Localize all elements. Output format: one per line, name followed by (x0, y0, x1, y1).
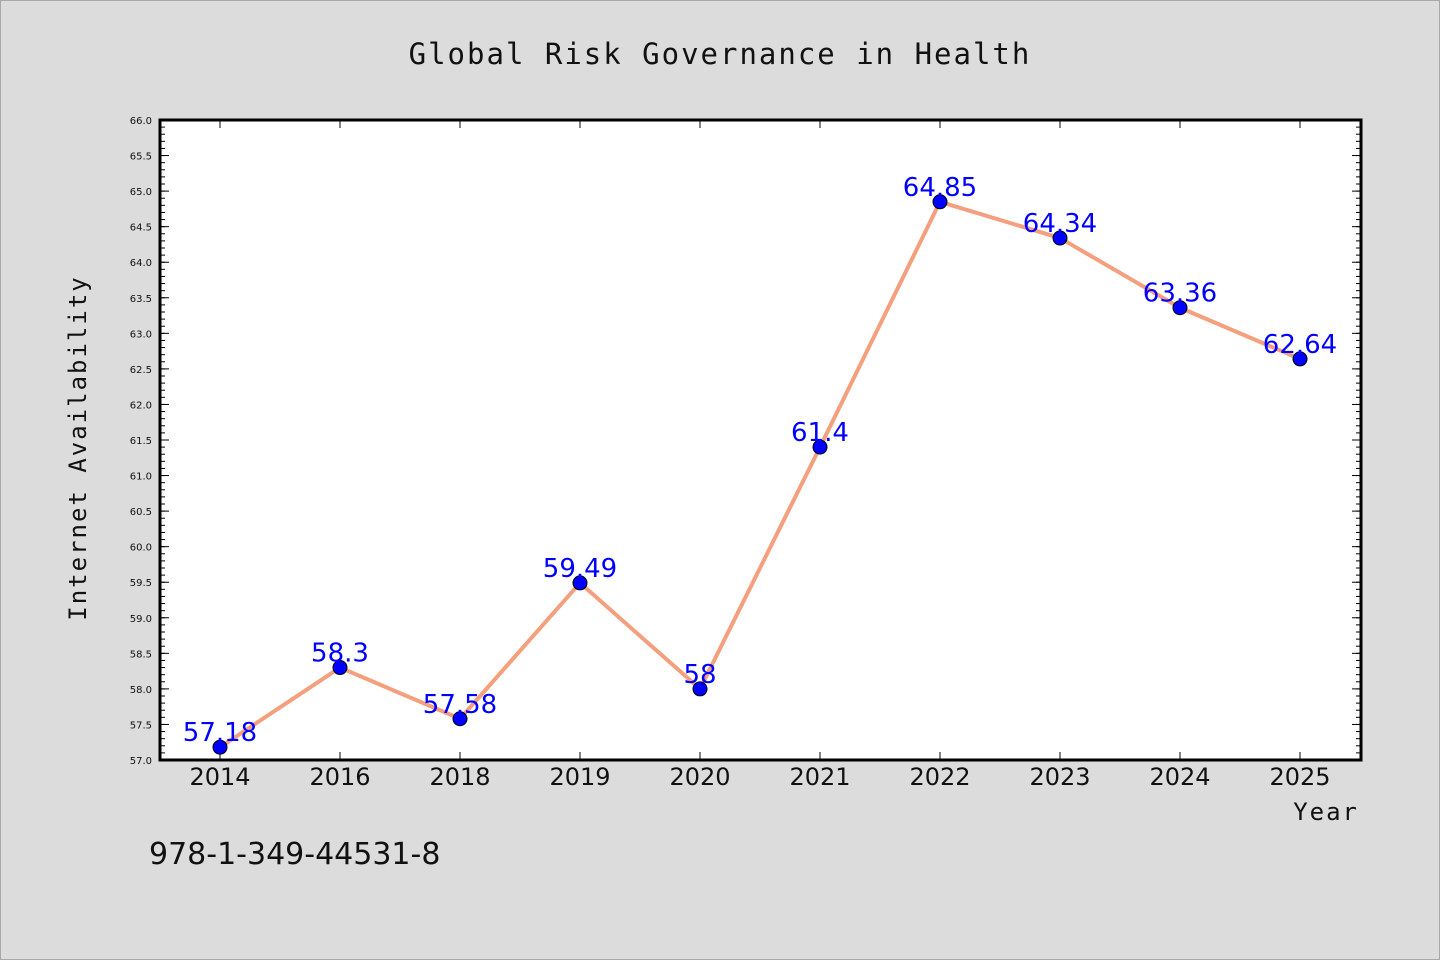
x-axis-label: Year (1293, 798, 1359, 826)
y-tick-label: 59.5 (130, 578, 152, 589)
x-tick-label: 2024 (1149, 763, 1210, 791)
y-axis-label: Internet Availability (64, 275, 92, 620)
data-label-layer: 57.18 58.3 57.58 59.49 58 61.4 64.85 64.34 63.36… (183, 173, 1337, 748)
data-point (1172, 300, 1188, 316)
data-label: 64.85 (903, 173, 977, 203)
data-point (1052, 230, 1068, 246)
y-tick-label: 60.5 (130, 507, 152, 518)
plot-area (158, 118, 1363, 762)
data-label: 63.36 (1143, 279, 1217, 309)
y-tick-label: 61.5 (130, 436, 152, 447)
y-tick-label: 58.5 (130, 649, 152, 660)
x-tick-label: 2020 (669, 763, 730, 791)
series-layer (218, 199, 1301, 749)
x-tick-label: 2021 (789, 763, 850, 791)
data-label: 58 (683, 660, 716, 690)
x-tick-label: 2025 (1269, 763, 1330, 791)
y-tick-label: 65.5 (130, 152, 152, 163)
x-tick-label: 2023 (1029, 763, 1090, 791)
series-line (218, 199, 1301, 749)
x-tick-label: 2022 (909, 763, 970, 791)
x-tick-label: 2018 (429, 763, 490, 791)
data-point (932, 194, 948, 210)
y-tick-label: 59.0 (130, 614, 152, 625)
y-axis-ticks: 57.0 57.5 58.0 58.5 59.0 59.5 60.0 60.5 61.0 61.5… (130, 116, 1361, 767)
y-tick-label: 61.0 (130, 472, 152, 483)
y-tick-label: 63.5 (130, 294, 152, 305)
data-point (812, 439, 828, 455)
data-point (692, 681, 708, 697)
data-label: 61.4 (791, 418, 849, 448)
data-label: 59.49 (543, 554, 617, 584)
y-tick-label: 65.0 (130, 187, 152, 198)
data-point (572, 575, 588, 591)
data-point (332, 660, 348, 676)
footer-code: 978-1-349-44531-8 (149, 837, 440, 872)
data-label: 58.3 (311, 639, 369, 669)
x-tick-label: 2019 (549, 763, 610, 791)
chart-title: Global Risk Governance in Health (409, 37, 1032, 71)
y-tick-label: 63.0 (130, 329, 152, 340)
y-tick-label: 62.0 (130, 400, 152, 411)
y-tick-label: 57.5 (130, 720, 152, 731)
y-tick-label: 62.5 (130, 365, 152, 376)
x-axis-ticks: 2014 2016 2018 2019 2020 2021 2022 2023 2024 2025 (189, 120, 1331, 791)
y-tick-label: 64.5 (130, 223, 152, 234)
y-tick-label: 58.0 (130, 685, 152, 696)
y-tick-label: 57.0 (130, 756, 152, 767)
x-tick-label: 2014 (189, 763, 250, 791)
data-point (452, 711, 468, 727)
x-tick-label: 2016 (309, 763, 370, 791)
data-label: 64.34 (1023, 209, 1097, 239)
y-tick-label: 66.0 (130, 116, 152, 127)
marker-layer (212, 194, 1308, 755)
data-point (1292, 351, 1308, 367)
data-label: 57.18 (183, 718, 257, 748)
data-point (212, 739, 228, 755)
y-tick-label: 64.0 (130, 258, 152, 269)
data-label: 57.58 (423, 690, 497, 720)
y-tick-label: 60.0 (130, 543, 152, 554)
data-label: 62.64 (1263, 330, 1337, 360)
